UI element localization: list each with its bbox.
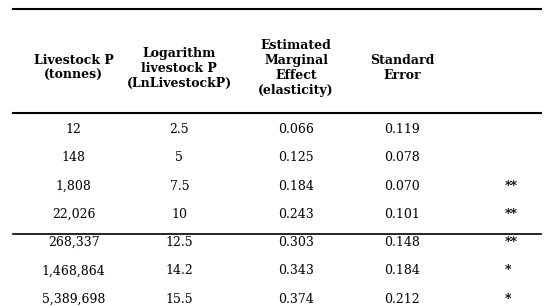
- Text: Estimated
Marginal
Effect
(elasticity): Estimated Marginal Effect (elasticity): [258, 39, 334, 97]
- Text: 0.243: 0.243: [278, 208, 314, 221]
- Text: 5,389,698: 5,389,698: [42, 293, 106, 306]
- Text: 2.5: 2.5: [169, 123, 189, 136]
- Text: 0.343: 0.343: [278, 264, 314, 277]
- Text: **: **: [505, 208, 518, 221]
- Text: **: **: [505, 236, 518, 249]
- Text: 0.101: 0.101: [384, 208, 420, 221]
- Text: 14.2: 14.2: [165, 264, 193, 277]
- Text: 0.148: 0.148: [384, 236, 420, 249]
- Text: 12: 12: [66, 123, 82, 136]
- Text: 268,337: 268,337: [48, 236, 100, 249]
- Text: Logarithm
livestock P
(LnLivestockP): Logarithm livestock P (LnLivestockP): [127, 47, 232, 90]
- Text: 12.5: 12.5: [165, 236, 193, 249]
- Text: *: *: [505, 293, 511, 306]
- Text: *: *: [505, 264, 511, 277]
- Text: 1,468,864: 1,468,864: [42, 264, 106, 277]
- Text: 0.125: 0.125: [278, 151, 314, 164]
- Text: 0.184: 0.184: [384, 264, 420, 277]
- Text: 0.184: 0.184: [278, 180, 314, 192]
- Text: Livestock P
(tonnes): Livestock P (tonnes): [34, 54, 113, 82]
- Text: 5: 5: [176, 151, 183, 164]
- Text: 1,808: 1,808: [56, 180, 92, 192]
- Text: **: **: [505, 180, 518, 192]
- Text: 15.5: 15.5: [165, 293, 193, 306]
- Text: 0.212: 0.212: [384, 293, 420, 306]
- Text: 148: 148: [61, 151, 86, 164]
- Text: Standard
Error: Standard Error: [369, 54, 434, 82]
- Text: 0.303: 0.303: [278, 236, 314, 249]
- Text: 0.066: 0.066: [278, 123, 314, 136]
- Text: 0.078: 0.078: [384, 151, 420, 164]
- Text: 10: 10: [172, 208, 187, 221]
- Text: 0.070: 0.070: [384, 180, 420, 192]
- Text: 0.374: 0.374: [278, 293, 314, 306]
- Text: 7.5: 7.5: [169, 180, 189, 192]
- Text: 0.119: 0.119: [384, 123, 420, 136]
- Text: 22,026: 22,026: [52, 208, 96, 221]
